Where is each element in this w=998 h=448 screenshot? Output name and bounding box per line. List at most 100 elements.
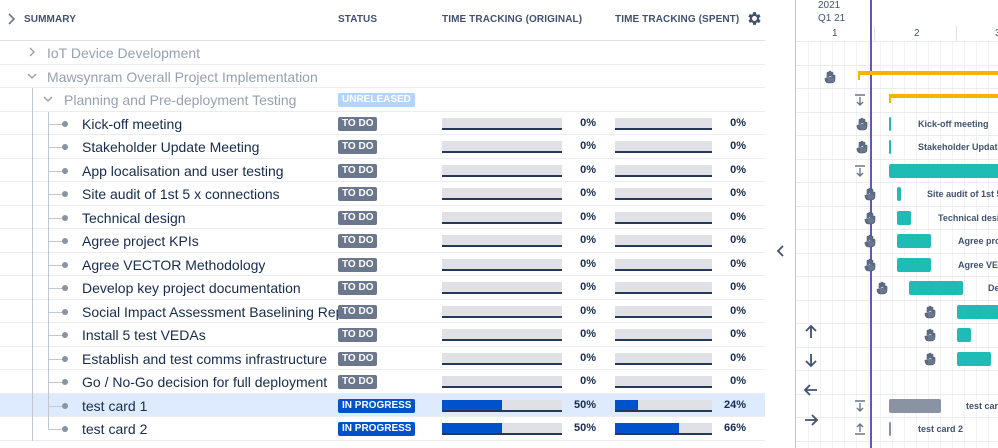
drag-handle-icon[interactable]	[864, 258, 876, 272]
group-row[interactable]: IoT Device Development	[0, 41, 765, 65]
gantt-task-bar[interactable]	[957, 351, 991, 366]
gantt-task-bar[interactable]	[897, 234, 931, 248]
arrow-up-icon[interactable]	[801, 322, 821, 342]
table-row[interactable]: Stakeholder Update Meeting TO DO 0% 0%	[0, 135, 765, 159]
table-row[interactable]: Site audit of 1st 5 x connections TO DO 0%…	[0, 182, 765, 206]
time-original-progress-bar	[442, 282, 562, 294]
status-badge[interactable]: TO DO	[338, 210, 378, 225]
table-row[interactable]: Install 5 test VEDAs TO DO 0% 0%	[0, 323, 765, 347]
task-summary[interactable]: Kick-off meeting	[82, 115, 183, 132]
gantt-task-bar[interactable]	[897, 187, 901, 201]
drag-handle-icon[interactable]	[864, 211, 876, 225]
task-summary[interactable]: Go / No-Go decision for full deployment	[82, 374, 328, 390]
table-row[interactable]: Kick-off meeting TO DO 0% 0%	[0, 111, 765, 135]
status-badge[interactable]: TO DO	[338, 351, 378, 366]
column-header-time-original[interactable]: TIME TRACKING (ORIGINAL)	[442, 14, 583, 25]
drag-handle-icon[interactable]	[924, 328, 936, 342]
task-summary[interactable]: Develop key project documentation	[82, 280, 301, 296]
status-badge[interactable]: TO DO	[338, 281, 378, 295]
status-badge[interactable]: TO DO	[338, 140, 378, 154]
drag-handle-icon[interactable]	[924, 352, 936, 366]
arrow-left-icon[interactable]	[801, 380, 821, 400]
drag-handle-icon[interactable]	[924, 305, 936, 319]
gear-icon[interactable]	[746, 10, 763, 27]
arrow-right-icon[interactable]	[801, 410, 821, 430]
gantt-task-bar[interactable]	[897, 210, 911, 225]
drag-handle-icon[interactable]	[824, 70, 836, 84]
table-row[interactable]: test card 2 IN PROGRESS 50% 66%	[0, 417, 765, 441]
gantt-task-bar[interactable]	[889, 163, 998, 178]
status-badge[interactable]: TO DO	[338, 163, 378, 178]
task-summary[interactable]: test card 2	[82, 421, 148, 437]
chevron-down-icon[interactable]	[26, 70, 38, 82]
task-summary[interactable]: Stakeholder Update Meeting	[82, 139, 260, 155]
status-badge[interactable]: IN PROGRESS	[338, 422, 416, 436]
gantt-task-bar[interactable]	[957, 328, 971, 342]
gantt-task-bar[interactable]	[889, 140, 891, 154]
task-summary[interactable]: Site audit of 1st 5 x connections	[82, 186, 280, 202]
table-row[interactable]: Agree project KPIs TO DO 0% 0%	[0, 229, 765, 253]
drag-handle-icon[interactable]	[876, 281, 888, 295]
status-badge[interactable]: TO DO	[338, 116, 378, 131]
column-header-time-spent[interactable]: TIME TRACKING (SPENT)	[615, 14, 740, 25]
drag-handle-icon[interactable]	[856, 140, 868, 154]
table-row[interactable]: App localisation and user testing TO DO 0%…	[0, 158, 765, 182]
group-label[interactable]: Planning and Pre-deployment Testing	[64, 92, 297, 108]
chevron-right-icon[interactable]	[26, 46, 38, 58]
chevron-down-icon[interactable]	[42, 93, 54, 105]
drag-handle-icon[interactable]	[864, 234, 876, 248]
gantt-task-bar[interactable]	[897, 257, 931, 272]
drag-handle-icon[interactable]	[864, 187, 876, 201]
status-badge[interactable]: IN PROGRESS	[338, 398, 416, 413]
status-badge[interactable]: TO DO	[338, 304, 378, 319]
group-row[interactable]: Planning and Pre-deployment Testing UNRE…	[0, 88, 765, 112]
time-original-percent: 0%	[580, 281, 596, 293]
status-badge[interactable]: UNRELEASED	[338, 93, 415, 107]
group-row[interactable]: Mawsynram Overall Project Implementation	[0, 65, 765, 88]
status-badge[interactable]: TO DO	[338, 257, 378, 272]
task-summary[interactable]: Agree VECTOR Methodology	[82, 256, 266, 273]
pin-icon[interactable]	[854, 399, 866, 413]
gantt-task-bar[interactable]	[957, 304, 998, 319]
pin-icon[interactable]	[854, 422, 866, 436]
column-header-status[interactable]: STATUS	[338, 14, 378, 25]
table-row[interactable]: Social Impact Assessment Baselining Rep T…	[0, 299, 765, 323]
gantt-chart[interactable]: 2021 Q1 21 1 2 3 Kick-off meeting Stakeho…	[795, 0, 998, 448]
task-summary[interactable]: test card 1	[82, 397, 148, 414]
arrow-down-icon[interactable]	[801, 350, 821, 370]
task-summary[interactable]: Social Impact Assessment Baselining Rep	[82, 303, 344, 320]
status-badge[interactable]: TO DO	[338, 187, 378, 201]
task-summary[interactable]: Agree project KPIs	[82, 233, 199, 249]
group-label[interactable]: Mawsynram Overall Project Implementation	[47, 68, 318, 85]
table-row[interactable]: Go / No-Go decision for full deployment T…	[0, 370, 765, 394]
task-summary[interactable]: Establish and test comms infrastructure	[82, 350, 328, 367]
status-badge[interactable]: TO DO	[338, 375, 378, 389]
status-badge[interactable]: TO DO	[338, 234, 378, 248]
task-summary[interactable]: App localisation and user testing	[82, 162, 284, 179]
gantt-task-bar[interactable]	[889, 116, 891, 131]
table-row[interactable]: Develop key project documentation TO DO 0%…	[0, 276, 765, 300]
gantt-task-bar[interactable]	[909, 281, 963, 295]
progress-fill	[442, 423, 502, 433]
table-row[interactable]: Technical design TO DO 0% 0%	[0, 205, 765, 229]
gantt-task-bar[interactable]	[889, 398, 941, 413]
task-summary[interactable]: Technical design	[82, 209, 186, 226]
time-original-progress-bar	[442, 329, 562, 341]
time-spent-progress-bar	[615, 305, 712, 318]
column-header-summary[interactable]: SUMMARY	[24, 14, 76, 25]
pin-icon[interactable]	[854, 164, 866, 178]
pin-icon[interactable]	[854, 93, 866, 107]
status-badge[interactable]: TO DO	[338, 328, 378, 342]
gantt-task-bar[interactable]	[889, 422, 891, 436]
gantt-summary-bar[interactable]	[889, 94, 998, 103]
group-label[interactable]: IoT Device Development	[47, 45, 201, 61]
tree-line	[48, 311, 62, 313]
table-row[interactable]: Agree VECTOR Methodology TO DO 0% 0%	[0, 252, 765, 276]
chevron-right-icon[interactable]	[6, 11, 18, 27]
gantt-summary-bar[interactable]	[858, 71, 998, 80]
chevron-left-icon[interactable]	[773, 243, 787, 259]
table-row[interactable]: test card 1 IN PROGRESS 50% 24%	[0, 393, 765, 417]
task-summary[interactable]: Install 5 test VEDAs	[82, 327, 206, 343]
table-row[interactable]: Establish and test comms infrastructure T…	[0, 346, 765, 370]
drag-handle-icon[interactable]	[856, 117, 868, 131]
